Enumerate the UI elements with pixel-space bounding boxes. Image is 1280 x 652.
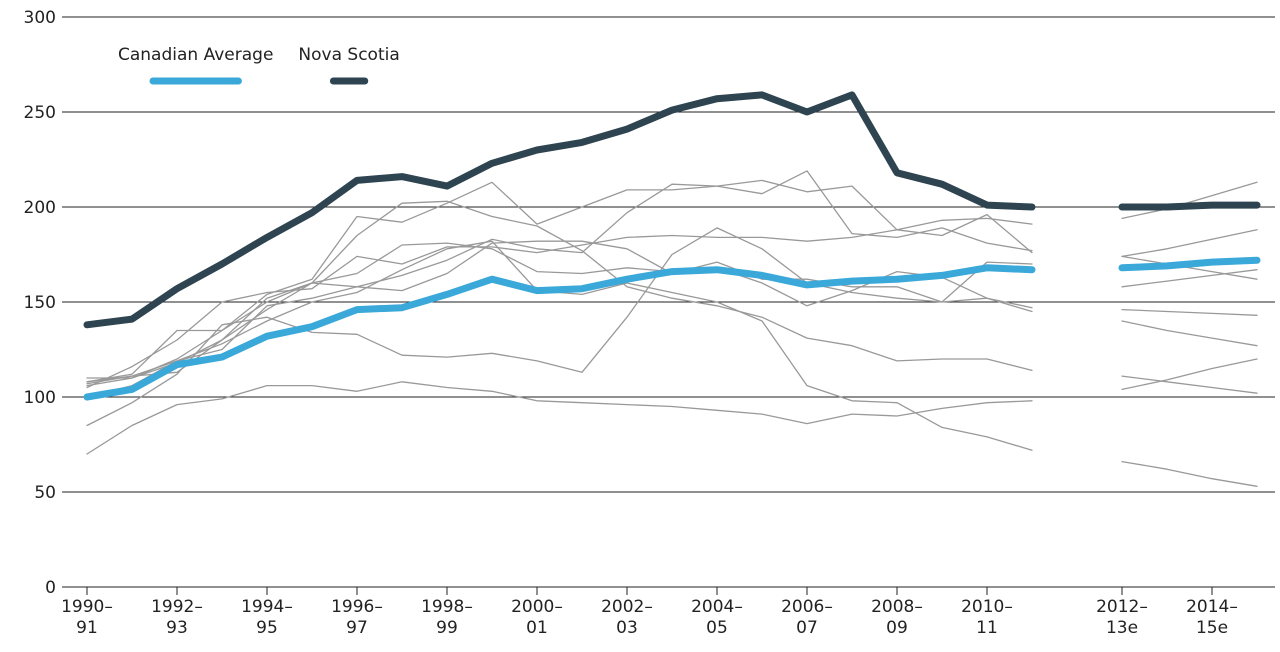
x-tick-label: 2010– 11 bbox=[961, 597, 1013, 638]
y-tick-label: 150 bbox=[24, 293, 56, 313]
x-tick-label: 2004– 05 bbox=[691, 597, 743, 638]
legend-label: Canadian Average bbox=[118, 45, 273, 65]
y-tick-label: 0 bbox=[45, 578, 56, 598]
x-tick-label: 1992– 93 bbox=[151, 597, 203, 638]
x-tick-label: 1998– 99 bbox=[421, 597, 473, 638]
x-tick-label: 2014– 15e bbox=[1186, 597, 1238, 638]
background-line bbox=[86, 375, 1258, 455]
x-tick-label: 2008– 09 bbox=[871, 597, 923, 638]
x-tick-label: 2006– 07 bbox=[781, 597, 833, 638]
background-line bbox=[86, 170, 1258, 398]
x-tick-label: 2012– 13e bbox=[1096, 597, 1148, 638]
background-line bbox=[86, 242, 1258, 387]
y-tick-label: 50 bbox=[34, 483, 56, 503]
x-tick-label: 1990– 91 bbox=[61, 597, 113, 638]
legend-label: Nova Scotia bbox=[298, 45, 399, 65]
x-tick-label: 2002– 03 bbox=[601, 597, 653, 638]
y-tick-label: 250 bbox=[24, 103, 56, 123]
background-line bbox=[86, 181, 1258, 389]
x-tick-label: 1994– 95 bbox=[241, 597, 293, 638]
background-line bbox=[86, 200, 1258, 379]
series-line bbox=[83, 91, 1261, 329]
y-tick-label: 300 bbox=[24, 8, 56, 28]
x-tick-label: 1996– 97 bbox=[331, 597, 383, 638]
y-tick-label: 100 bbox=[24, 388, 56, 408]
series-line bbox=[83, 256, 1261, 401]
background-line bbox=[86, 240, 1258, 391]
background-line bbox=[86, 179, 1258, 383]
y-tick-label: 200 bbox=[24, 198, 56, 218]
x-tick-label: 2000– 01 bbox=[511, 597, 563, 638]
background-line bbox=[86, 227, 1258, 427]
background-line bbox=[86, 240, 1258, 487]
